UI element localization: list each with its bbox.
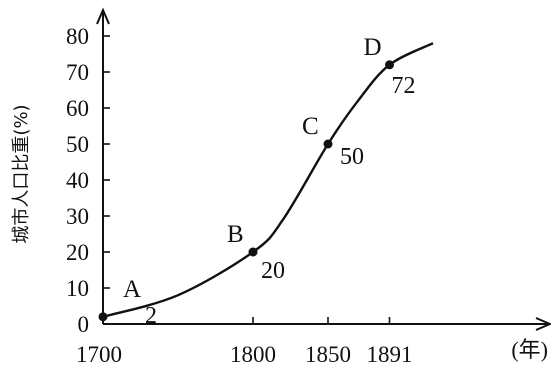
x-axis-unit-label: (年) <box>511 337 548 362</box>
data-label-D: 72 <box>392 73 416 99</box>
y-axis-title: 城市人口比重(%) <box>11 104 32 243</box>
data-point-C <box>323 139 333 149</box>
point-label-C: C <box>302 113 319 140</box>
x-tick-label-1891: 1891 <box>367 342 413 367</box>
point-label-B: B <box>227 221 244 248</box>
y-tick-label-40: 40 <box>66 168 89 193</box>
y-tick-label-50: 50 <box>66 132 89 157</box>
data-point-D <box>385 60 394 70</box>
point-label-D: D <box>364 34 382 61</box>
y-tick-label-30: 30 <box>66 204 89 229</box>
y-tick-label-70: 70 <box>66 60 89 85</box>
y-axis-arrow <box>96 7 110 25</box>
series-line <box>102 42 434 318</box>
ticks: 0 10 20 30 40 50 60 70 80 1700 1800 1850 1891 <box>66 24 413 367</box>
y-tick-label-80: 80 <box>66 24 89 49</box>
data-label-A: 2 <box>145 303 157 329</box>
y-tick-label-60: 60 <box>66 96 89 121</box>
x-tick-label-1700: 1700 <box>76 342 122 367</box>
y-tick-label-20: 20 <box>66 240 89 265</box>
data-label-B: 20 <box>261 258 285 284</box>
y-tick-label-0: 0 <box>78 312 90 337</box>
x-tick-label-1850: 1850 <box>305 342 351 367</box>
points: A2 B 20 C 50 D 72 <box>98 34 416 329</box>
axes <box>96 7 551 331</box>
x-tick-label-1800: 1800 <box>230 342 276 367</box>
y-tick-label-10: 10 <box>66 276 89 301</box>
x-axis-arrow <box>535 317 551 331</box>
series <box>102 42 434 318</box>
data-point-A <box>98 312 108 322</box>
data-point-B <box>248 247 258 257</box>
point-label-A: A <box>123 276 141 303</box>
data-label-C: 50 <box>340 144 364 170</box>
